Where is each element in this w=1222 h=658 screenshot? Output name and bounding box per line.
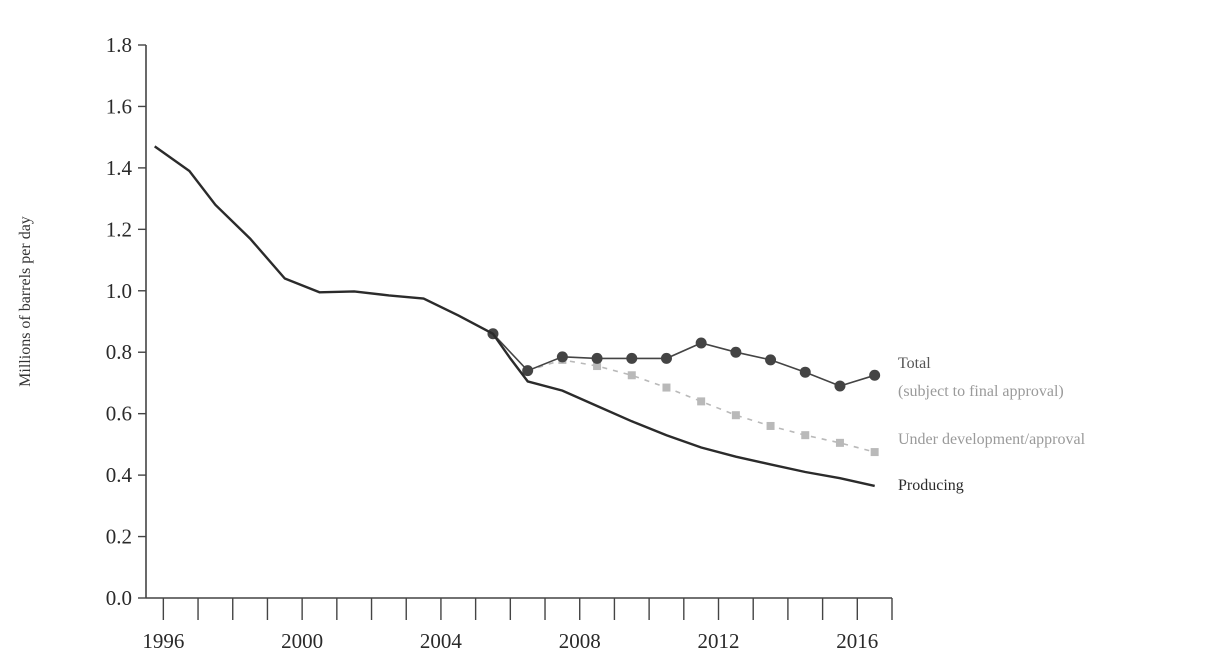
series-label-total: Total [898,355,931,372]
data-point-total [522,365,534,377]
series-line-under-development [527,359,875,453]
series-label-producing: Producing [898,477,964,494]
data-point-total [660,352,672,364]
data-point-total [695,337,707,349]
x-tick-label: 2004 [420,629,463,653]
data-point-total [765,354,777,366]
data-point-under-development [731,411,740,420]
data-point-total [591,352,603,364]
data-point-under-development [801,431,810,440]
series-line-producing [154,145,875,488]
y-tick-label: 1.0 [106,279,132,303]
y-tick-label: 0.8 [106,340,132,364]
data-point-under-development [593,362,602,371]
y-tick-label: 1.8 [106,33,132,57]
data-point-under-development [766,421,775,430]
y-tick-label: 0.2 [106,525,132,549]
data-point-total [869,369,881,381]
series-layer [154,145,881,488]
y-tick-label: 0.6 [106,402,132,426]
data-point-total [626,352,638,364]
series-label-total-note: (subject to final approval) [898,383,1064,400]
x-tick-label: 2016 [836,629,878,653]
y-axis-title: Millions of barrels per day [17,216,34,387]
y-tick-label: 1.4 [106,156,133,180]
y-tick-label: 0.4 [106,463,133,487]
data-point-total [556,351,568,363]
axes [145,45,892,599]
y-tick-label: 0.0 [106,586,132,610]
x-tick-label: 2008 [559,629,601,653]
y-tick-label: 1.6 [106,94,132,118]
data-point-under-development [870,448,879,457]
series-label-under-development: Under development/approval [898,431,1086,448]
data-point-total [799,366,811,378]
data-point-under-development [697,397,706,406]
x-ticks: 1996 2000 2004 2008 2012 2016 [142,598,893,653]
series-line-total [492,333,875,387]
x-tick-label: 2012 [698,629,740,653]
y-ticks: 0.0 0.2 0.4 0.6 0.8 1.0 1.2 1.4 1.6 1.8 [106,33,146,610]
data-point-under-development [835,438,844,447]
data-point-under-development [627,371,636,380]
x-tick-label: 2000 [281,629,323,653]
series-labels: Producing Total (subject to final approval… [898,355,1086,494]
data-point-under-development [662,383,671,392]
x-tick-label: 1996 [142,629,184,653]
data-point-total [834,380,846,392]
data-point-total [730,346,742,358]
y-tick-label: 1.2 [106,217,132,241]
